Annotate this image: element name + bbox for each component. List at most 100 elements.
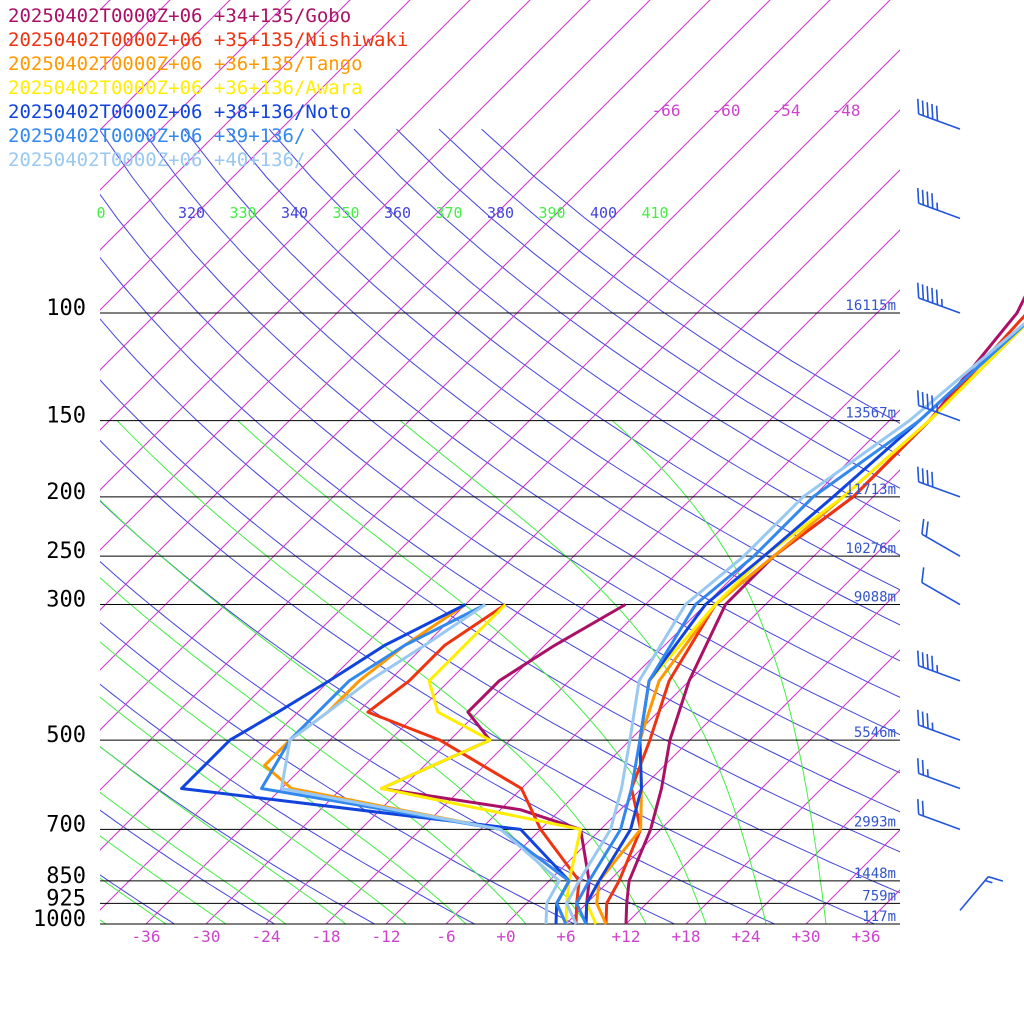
pressure-label: 850 (46, 864, 86, 889)
wind-barb (917, 758, 961, 790)
height-label: 13567m (845, 406, 896, 422)
isotherm-line (385, 409, 900, 924)
dry-adiabat-line (268, 128, 900, 591)
moist-adiabat-line (100, 835, 227, 924)
wind-barb (917, 709, 961, 741)
wind-barb (917, 466, 961, 498)
isotherm-line (100, 0, 771, 671)
pressure-label: 200 (46, 480, 86, 505)
isotherm-line (685, 709, 900, 924)
temperature-profile-line (575, 322, 1024, 925)
upper-temperature-label: -66 (652, 101, 681, 120)
upper-temperature-label: -54 (772, 101, 801, 120)
upper-temperature-label: -48 (832, 101, 861, 120)
height-label: 1448m (854, 866, 896, 882)
temperature-tick-label: -6 (436, 927, 455, 946)
pressure-label: 100 (46, 296, 86, 321)
temperature-tick-label: -12 (372, 927, 401, 946)
pressure-label: 1000 (33, 907, 86, 932)
theta-label: 400 (590, 204, 617, 222)
temperature-tick-label: +0 (496, 927, 515, 946)
dry-adiabat-line (311, 128, 900, 556)
moist-adiabat-line (100, 791, 287, 924)
theta-label: 380 (487, 204, 514, 222)
temperature-tick-label: -24 (252, 927, 281, 946)
theta-label: 350 (332, 204, 359, 222)
pressure-label: 250 (46, 539, 86, 564)
isotherm-line (100, 0, 651, 551)
dry-adiabat-line (226, 128, 900, 626)
isotherm-line (625, 649, 900, 924)
theta-label: 330 (229, 204, 256, 222)
isotherm-line (100, 0, 231, 131)
dry-adiabat-line (100, 809, 276, 924)
moist-adiabat-line (116, 420, 647, 924)
dry-adiabat-lines (100, 128, 900, 924)
temperature-tick-label: -36 (132, 927, 161, 946)
isotherm-line (805, 829, 900, 924)
legend-item-awara: 20250402T0000Z+06 +36+136/Awara (8, 77, 363, 99)
pressure-label: 300 (46, 588, 86, 613)
isotherm-line (100, 0, 711, 611)
dry-adiabat-line (100, 379, 900, 894)
temperature-tick-label: +24 (732, 927, 761, 946)
isotherm-line (986, 0, 1024, 924)
isotherm-line (265, 289, 900, 924)
legend-item-40-136: 20250402T0000Z+06 +40+136/ (8, 149, 306, 171)
dry-adiabat-line (100, 129, 900, 736)
height-label: 759m (862, 888, 896, 904)
upper-temperature-label: -60 (712, 101, 741, 120)
dry-adiabat-line (100, 874, 176, 924)
dry-adiabat-line (100, 683, 476, 924)
dry-adiabat-line (100, 193, 900, 774)
isotherm-line (926, 0, 1024, 924)
wind-barb (917, 390, 961, 422)
theta-label: 410 (641, 204, 668, 222)
pressure-label: 700 (46, 812, 86, 837)
theta-label: 390 (538, 204, 565, 222)
isotherm-line (100, 0, 291, 191)
height-label: 2993m (854, 814, 896, 830)
legend: 20250402T0000Z+06 +34+135/Gobo 20250402T… (8, 4, 408, 172)
isotherm-line (325, 349, 900, 924)
wind-barb (917, 650, 961, 682)
isotherm-line (100, 0, 411, 311)
moist-adiabat-line (100, 577, 527, 924)
pressure-lines (100, 312, 900, 925)
dewpoint-profile-line (280, 603, 561, 924)
temperature-profiles (565, 295, 1024, 925)
moist-adiabat-line (612, 420, 827, 924)
dry-adiabat-line (353, 128, 900, 523)
moist-adiabat-line (100, 696, 407, 924)
height-label: 5546m (854, 725, 896, 741)
wind-barbs (917, 98, 1004, 911)
wind-barb (959, 875, 1004, 911)
isotherm-line (100, 109, 900, 911)
legend-item-tango: 20250402T0000Z+06 +36+135/Tango (8, 53, 363, 75)
wind-barb (917, 188, 961, 220)
pressure-label: 925 (46, 886, 86, 911)
isotherm-line (100, 0, 831, 731)
temperature-tick-label: +12 (612, 927, 641, 946)
height-label: 117m (862, 909, 896, 925)
dry-adiabat-line (141, 128, 900, 698)
isotherm-line (100, 0, 591, 491)
isotherm-line (100, 49, 900, 851)
moist-adiabat-line (100, 499, 587, 924)
dewpoint-profile-line (260, 603, 571, 924)
wind-barb (921, 567, 961, 606)
dewpoint-profile-line (366, 603, 581, 924)
wind-barb (921, 518, 961, 557)
moist-adiabat-line (100, 877, 167, 924)
isotherm-line (100, 0, 531, 431)
isotherm-line (565, 589, 900, 924)
isotherm-lines (100, 0, 1024, 924)
wind-barb (917, 282, 961, 314)
height-label: 16115m (845, 298, 896, 314)
isotherm-line (145, 169, 900, 924)
isotherm-line (505, 529, 900, 924)
pressure-label: 150 (46, 404, 86, 429)
dry-adiabat-line (481, 128, 900, 424)
